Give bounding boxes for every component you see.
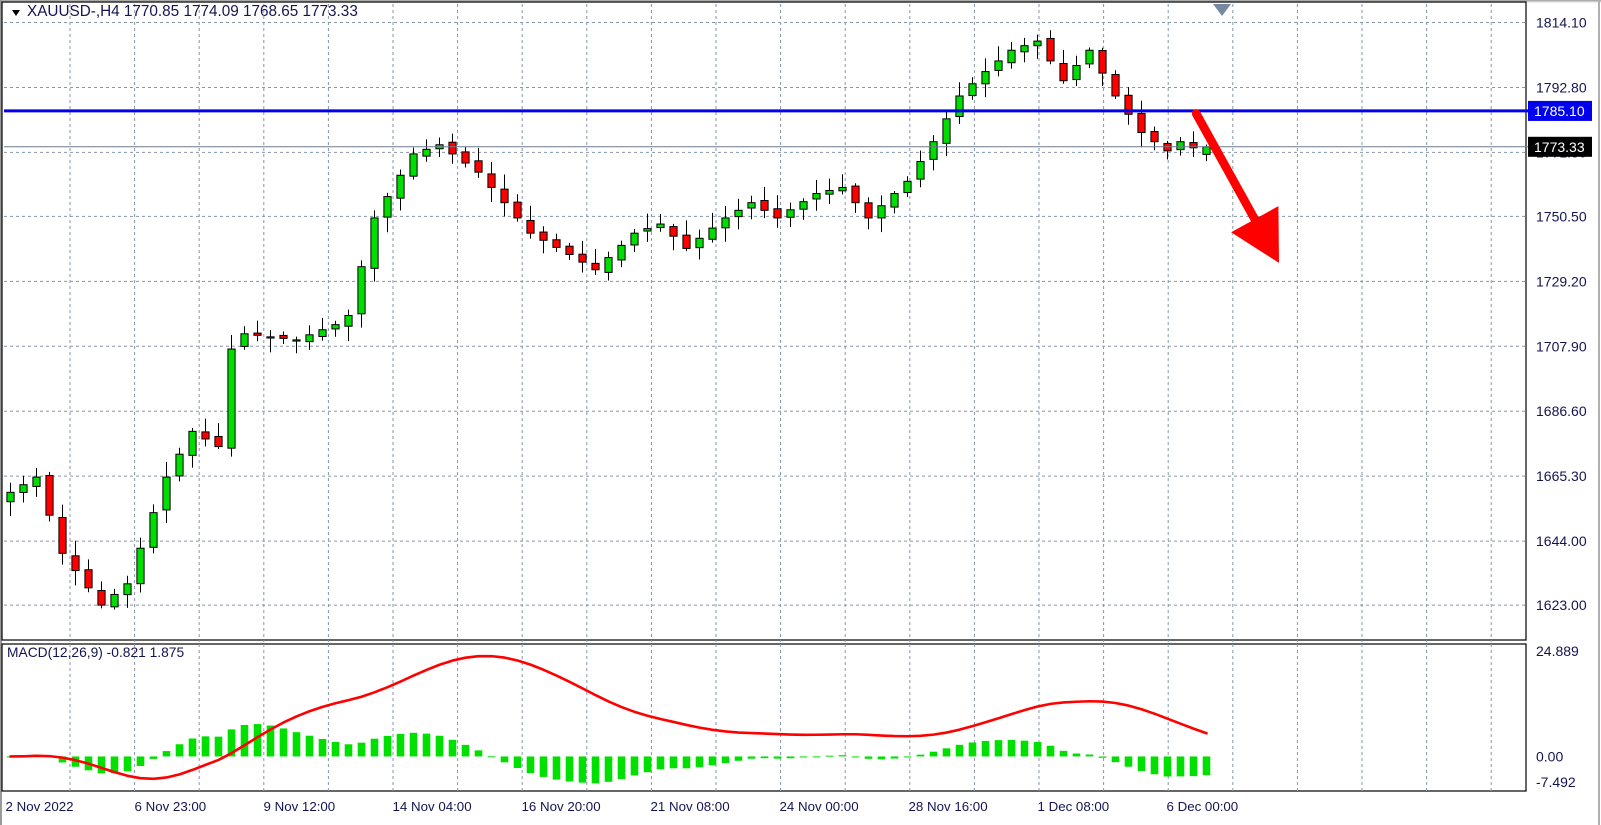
svg-text:1 Dec 08:00: 1 Dec 08:00 [1038, 799, 1110, 814]
svg-text:24 Nov 00:00: 24 Nov 00:00 [780, 799, 859, 814]
svg-text:21 Nov 08:00: 21 Nov 08:00 [651, 799, 730, 814]
svg-text:1729.20: 1729.20 [1536, 273, 1587, 289]
svg-text:2 Nov 2022: 2 Nov 2022 [6, 799, 74, 814]
svg-text:28 Nov 16:00: 28 Nov 16:00 [909, 799, 988, 814]
svg-text:0.00: 0.00 [1536, 748, 1563, 764]
svg-text:9 Nov 12:00: 9 Nov 12:00 [264, 799, 336, 814]
svg-text:1707.90: 1707.90 [1536, 338, 1587, 354]
svg-text:1644.00: 1644.00 [1536, 533, 1587, 549]
svg-text:-7.492: -7.492 [1536, 774, 1576, 790]
svg-text:1785.10: 1785.10 [1534, 103, 1585, 119]
svg-text:24.889: 24.889 [1536, 643, 1579, 659]
svg-text:14 Nov 04:00: 14 Nov 04:00 [393, 799, 472, 814]
svg-text:1792.80: 1792.80 [1536, 79, 1587, 95]
svg-text:16 Nov 20:00: 16 Nov 20:00 [522, 799, 601, 814]
svg-text:1750.50: 1750.50 [1536, 208, 1587, 224]
svg-text:1686.60: 1686.60 [1536, 403, 1587, 419]
svg-text:1623.00: 1623.00 [1536, 597, 1587, 613]
svg-text:6 Nov 23:00: 6 Nov 23:00 [135, 799, 207, 814]
svg-text:MACD(12,26,9) -0.821 1.875: MACD(12,26,9) -0.821 1.875 [7, 645, 184, 660]
svg-text:1665.30: 1665.30 [1536, 468, 1587, 484]
svg-text:1773.33: 1773.33 [1534, 139, 1585, 155]
svg-text:1814.10: 1814.10 [1536, 15, 1587, 31]
svg-text:6 Dec 00:00: 6 Dec 00:00 [1167, 799, 1239, 814]
svg-text:XAUUSD-,H4 1770.85 1774.09 1: XAUUSD-,H4 1770.85 1774.09 1768.65 1773.… [27, 3, 358, 20]
